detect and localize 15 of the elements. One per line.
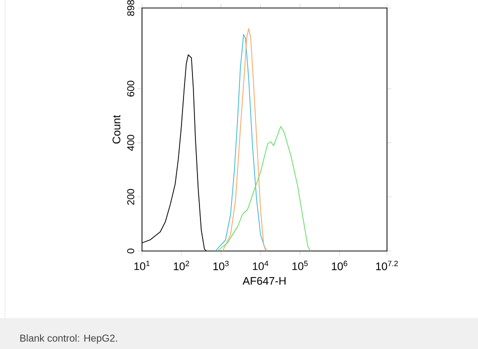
y-tick-label: 898 bbox=[127, 0, 134, 16]
x-tick-label: 10$^{1}$ bbox=[134, 260, 150, 270]
y-tick-label: 400 bbox=[127, 134, 134, 151]
y-tick-label: 200 bbox=[127, 188, 134, 205]
x-tick-label: 10$^{7.2}$ bbox=[376, 260, 398, 270]
x-tick-label: 10$^{3}$ bbox=[213, 260, 229, 270]
x-tick-label: 10$^{5}$ bbox=[292, 260, 308, 270]
y-tick-label: 0 bbox=[127, 248, 134, 254]
y-axis-title: Count bbox=[112, 114, 120, 144]
x-axis-title: AF647-H bbox=[242, 277, 286, 285]
x-tick-label: 10$^{6}$ bbox=[332, 260, 348, 270]
y-tick-label: 600 bbox=[127, 80, 134, 96]
x-tick-label: 10$^{4}$ bbox=[252, 260, 268, 270]
text: Blank control: HepG2. bbox=[20, 334, 117, 344]
x-tick-label: 10$^{2}$ bbox=[174, 260, 190, 270]
